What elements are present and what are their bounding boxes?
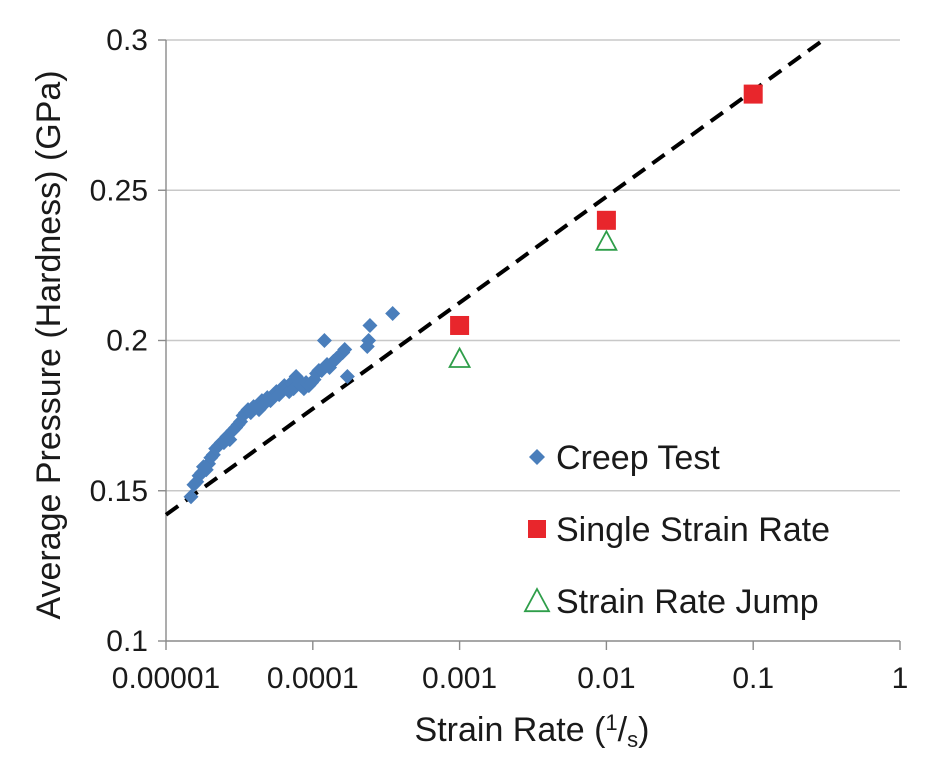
data-point — [450, 315, 470, 335]
x-axis-unit-numerator: 1 — [605, 710, 617, 735]
axes — [158, 39, 901, 650]
y-tick-label: 0.2 — [106, 325, 148, 358]
y-tick-label: 0.15 — [90, 475, 148, 508]
y-tick-label: 0.1 — [106, 625, 148, 658]
legend-marker-square — [528, 520, 546, 538]
data-point — [183, 489, 199, 505]
legend-label-single-strain-rate: Single Strain Rate — [556, 511, 830, 549]
y-axis-title: Average Pressure (Hardness) (GPa) — [30, 70, 68, 619]
data-point — [743, 84, 763, 104]
data-points — [183, 84, 763, 505]
series-single-strain-rate — [450, 84, 763, 335]
series-strain-rate-jump — [448, 229, 618, 368]
tick-labels: 0.1 0.15 0.2 0.25 0.3 0.00001 0.0001 0.001 0.01 0… — [90, 24, 909, 695]
x-axis-unit-denominator: s — [627, 727, 638, 752]
x-tick-label: 0.0001 — [267, 662, 359, 695]
x-axis-unit-slash: / — [618, 711, 628, 749]
data-point — [339, 369, 355, 385]
x-axis-title: Strain Rate (1/s) — [415, 710, 650, 752]
legend-label-strain-rate-jump: Strain Rate Jump — [556, 583, 819, 621]
x-tick-label: 0.01 — [577, 662, 635, 695]
x-tick-label: 0.001 — [422, 662, 497, 695]
data-point — [362, 317, 378, 333]
data-point — [361, 333, 377, 348]
fit-line — [164, 38, 825, 517]
legend-marker-triangle — [523, 587, 551, 613]
x-tick-label: 0.1 — [732, 662, 774, 695]
fit-line-layer — [164, 38, 825, 517]
legend-item-single-strain-rate: Single Strain Rate — [528, 511, 830, 549]
x-axis-title-text: Strain Rate ( — [415, 711, 607, 749]
x-tick-label: 0.00001 — [112, 662, 220, 695]
x-tick-label: 1 — [892, 662, 909, 695]
series-creep-test — [183, 305, 401, 505]
legend-marker-diamond — [529, 449, 545, 465]
data-point — [448, 346, 472, 368]
data-point — [594, 229, 618, 251]
y-tick-label: 0.3 — [106, 24, 148, 57]
x-axis-title-close: ) — [638, 711, 649, 749]
data-point — [596, 210, 616, 230]
gridlines — [166, 39, 900, 492]
data-point — [337, 342, 353, 358]
y-tick-label: 0.25 — [90, 174, 148, 207]
data-point — [385, 305, 401, 321]
legend-item-creep-test: Creep Test — [529, 439, 720, 477]
legend: Creep Test Single Strain Rate Strain Rat… — [523, 439, 830, 621]
legend-item-strain-rate-jump: Strain Rate Jump — [523, 583, 819, 621]
data-point — [316, 333, 332, 348]
legend-label-creep-test: Creep Test — [556, 439, 720, 477]
